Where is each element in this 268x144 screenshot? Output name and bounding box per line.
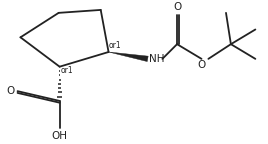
Text: or1: or1 [109, 41, 122, 50]
Polygon shape [109, 52, 148, 61]
Text: or1: or1 [61, 66, 73, 75]
Text: O: O [198, 60, 206, 70]
Text: NH: NH [149, 54, 164, 64]
Text: O: O [6, 86, 14, 96]
Text: O: O [174, 2, 182, 12]
Text: OH: OH [52, 131, 68, 141]
